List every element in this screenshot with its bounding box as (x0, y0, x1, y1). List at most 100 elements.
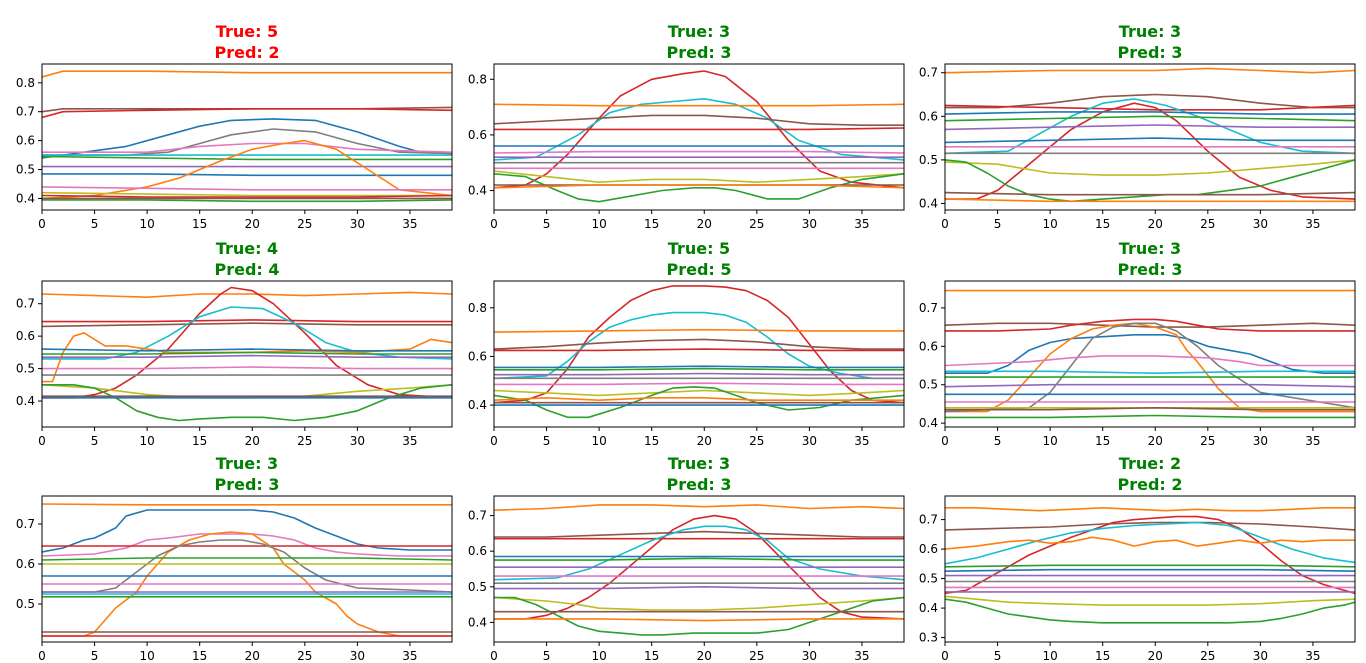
x-tick-label: 0 (38, 217, 46, 231)
series-line-13 (945, 159, 1355, 203)
x-tick-label: 10 (591, 434, 606, 448)
y-tick-label: 0.7 (919, 301, 938, 315)
x-tick-label: 5 (994, 434, 1002, 448)
series-line-1 (945, 67, 1355, 74)
x-tick-label: 25 (749, 217, 764, 231)
x-tick-label: 20 (697, 649, 712, 663)
x-tick-label: 0 (38, 649, 46, 663)
subplot-6: True: 3 Pred: 3 0 5 10 15 20 25 30 35 0.4 0.5 0.6 0.7 (919, 239, 1356, 448)
series-line-7 (42, 348, 452, 352)
series-line-8 (42, 351, 452, 355)
x-tick-label: 30 (802, 649, 817, 663)
axes-frame (493, 63, 905, 211)
subplot-3: True: 3 Pred: 3 0 5 10 15 20 25 30 35 0.4 0.5 0.6 0.7 (919, 22, 1356, 231)
series-line-8 (945, 370, 1355, 375)
x-tick-label: 15 (192, 649, 207, 663)
series-line-13 (494, 396, 904, 402)
x-tick-label: 10 (591, 217, 606, 231)
x-tick-label: 20 (245, 434, 260, 448)
series-group (945, 67, 1355, 203)
subplot-7: True: 3 Pred: 3 0 5 10 15 20 25 30 35 0.5 0.6 0.7 (16, 454, 453, 663)
series-line-4 (42, 118, 452, 159)
axes-frame (944, 280, 1356, 428)
x-tick-label: 20 (1148, 434, 1163, 448)
series-line-5 (494, 525, 904, 581)
y-tick-label: 0.6 (468, 128, 487, 142)
x-tick-label: 0 (490, 217, 498, 231)
x-tick-label: 25 (1200, 434, 1215, 448)
y-tick-label: 0.4 (919, 601, 938, 615)
y-tick-label: 0.7 (919, 66, 938, 80)
x-tick-label: 5 (543, 649, 551, 663)
subplot-title-true: True: 3 (668, 22, 730, 41)
subplot-8: True: 3 Pred: 3 0 5 10 15 20 25 30 35 0.4 0.5 0.6 0.7 (468, 454, 905, 663)
x-tick-label: 30 (1253, 217, 1268, 231)
y-tick-label: 0.5 (16, 362, 35, 376)
y-tick-label: 0.7 (468, 509, 487, 523)
series-line-14 (42, 194, 452, 198)
x-tick-label: 0 (490, 649, 498, 663)
x-tick-label: 15 (1095, 217, 1110, 231)
subplot-title-pred: Pred: 3 (666, 475, 731, 494)
series-line-2 (945, 521, 1355, 531)
y-tick-label: 0.8 (16, 76, 35, 90)
x-tick-label: 25 (749, 434, 764, 448)
y-tick-label: 0.8 (468, 301, 487, 315)
y-tick-label: 0.5 (16, 163, 35, 177)
x-tick-label: 35 (402, 434, 417, 448)
series-line-5 (42, 128, 452, 156)
subplot-title-true: True: 5 (668, 239, 730, 258)
series-line-6 (945, 564, 1355, 568)
series-line-6 (945, 322, 1355, 413)
x-tick-label: 5 (543, 434, 551, 448)
y-tick-label: 0.3 (919, 631, 938, 645)
axes-frame (944, 495, 1356, 643)
subplot-title-true: True: 3 (216, 454, 278, 473)
x-tick-label: 5 (543, 217, 551, 231)
series-line-12 (494, 596, 904, 611)
subplot-title-true: True: 4 (216, 239, 278, 258)
x-tick-label: 15 (644, 217, 659, 231)
x-tick-label: 0 (941, 649, 949, 663)
x-tick-label: 30 (350, 649, 365, 663)
y-tick-label: 0.6 (16, 329, 35, 343)
x-tick-label: 35 (1305, 649, 1320, 663)
subplot-title-true: True: 3 (1119, 239, 1181, 258)
series-line-1 (494, 504, 904, 512)
series-line-9 (945, 137, 1355, 144)
x-tick-label: 35 (402, 217, 417, 231)
y-tick-label: 0.6 (919, 109, 938, 123)
series-line-2 (494, 311, 904, 380)
subplot-title-pred: Pred: 2 (1117, 475, 1182, 494)
axes-frame (41, 495, 453, 643)
series-line-8 (945, 124, 1355, 131)
x-tick-label: 15 (644, 649, 659, 663)
x-tick-label: 30 (1253, 649, 1268, 663)
series-line-2 (494, 530, 904, 538)
x-tick-label: 0 (941, 434, 949, 448)
series-line-4 (494, 338, 904, 350)
x-tick-label: 5 (91, 434, 99, 448)
x-tick-label: 15 (192, 217, 207, 231)
series-line-14 (945, 191, 1355, 196)
subplot-title-true: True: 2 (1119, 454, 1181, 473)
series-line-6 (494, 365, 904, 369)
series-group (945, 506, 1355, 624)
series-line-7 (494, 367, 904, 371)
x-tick-label: 35 (402, 649, 417, 663)
y-tick-label: 0.6 (919, 339, 938, 353)
series-line-1 (42, 503, 452, 506)
series-line-3 (42, 108, 452, 119)
subplot-title-pred: Pred: 4 (214, 260, 279, 279)
series-line-3 (945, 104, 1355, 111)
series-line-6 (945, 111, 1355, 115)
y-tick-label: 0.7 (919, 513, 938, 527)
series-line-8 (42, 155, 452, 161)
subplot-title-pred: Pred: 3 (666, 43, 731, 62)
y-tick-label: 0.4 (468, 615, 487, 629)
series-line-11 (494, 173, 904, 203)
subplot-1: True: 5 Pred: 2 0 5 10 15 20 25 30 35 0.4 0.5 0.6 0.7… (16, 22, 453, 231)
series-line-7 (945, 355, 1355, 367)
x-tick-label: 35 (854, 217, 869, 231)
